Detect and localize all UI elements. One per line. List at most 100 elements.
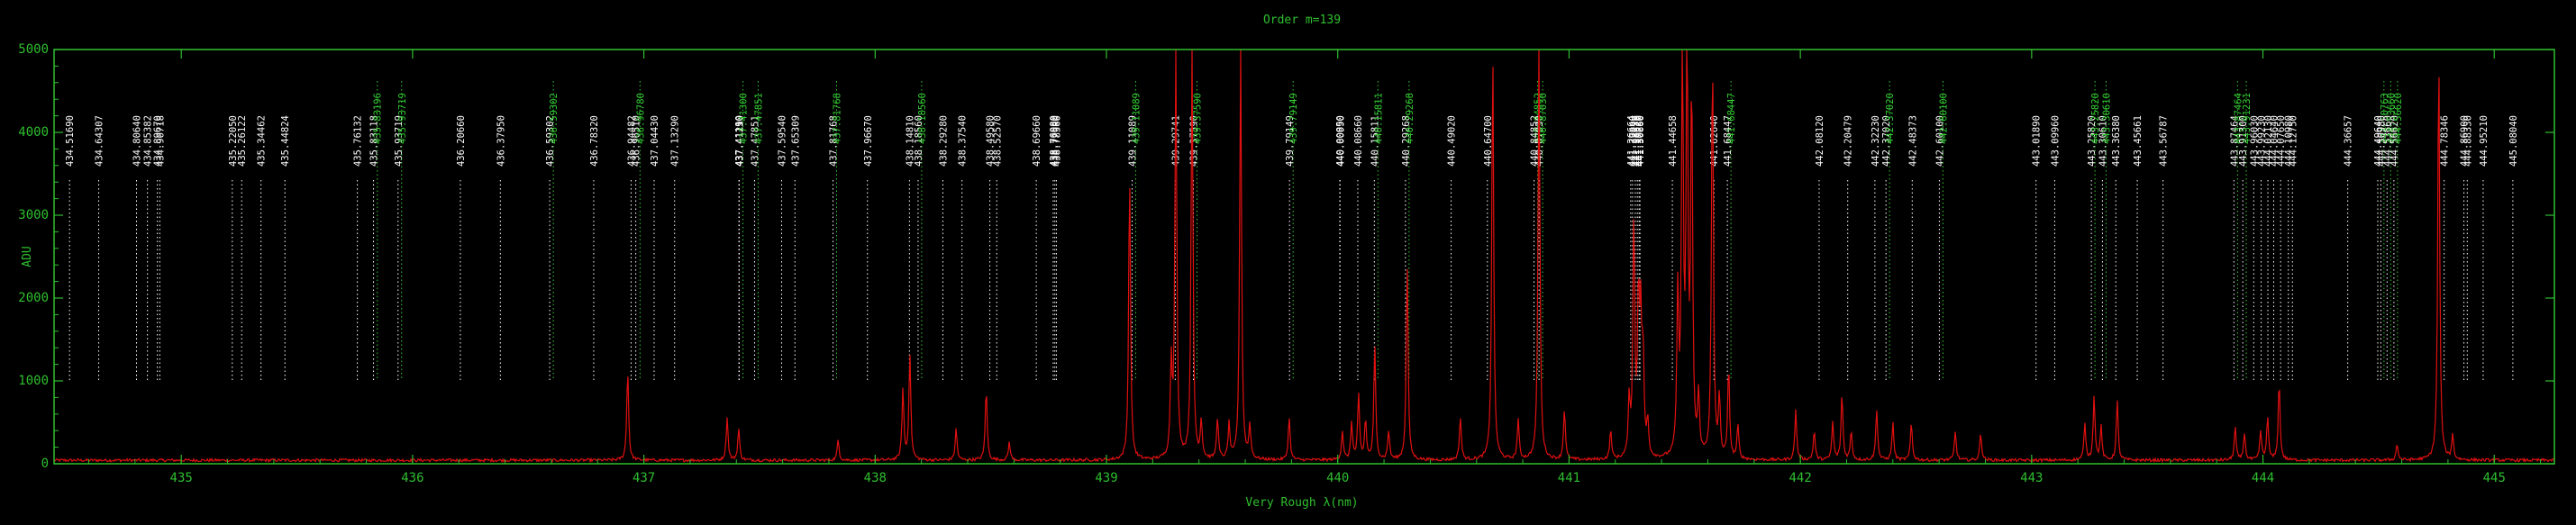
line-id-label: 444.50980 bbox=[2376, 115, 2387, 167]
line-id-label: 438.49580 bbox=[986, 115, 997, 167]
line-id-label: 444.04640 bbox=[2269, 115, 2280, 167]
line-id-label: 440.87030 bbox=[1538, 93, 1549, 144]
line-id-label: 440.29268 bbox=[1405, 93, 1415, 144]
line-id-label: 443.30610 bbox=[2101, 93, 2112, 144]
line-id-label: 435.93719 bbox=[394, 115, 405, 167]
line-id-label: 440.15811 bbox=[1373, 93, 1384, 144]
x-tick-label: 440 bbox=[1326, 471, 1349, 485]
line-id-label: 436.94482 bbox=[626, 115, 637, 167]
x-tick-label: 438 bbox=[864, 471, 887, 485]
line-id-label: 437.65309 bbox=[790, 115, 801, 167]
line-id-label: 440.64700 bbox=[1483, 115, 1494, 167]
y-tick-label: 5000 bbox=[18, 42, 49, 57]
line-id-label: 444.36657 bbox=[2344, 115, 2354, 167]
line-id-label: 441.68447 bbox=[1726, 93, 1737, 144]
line-id-label: 437.81768 bbox=[833, 93, 843, 144]
line-id-label: 436.59302 bbox=[549, 93, 560, 144]
line-id-label: 437.96670 bbox=[863, 115, 874, 167]
line-id-label: 436.59302 bbox=[545, 115, 556, 167]
line-id-label: 439.11089 bbox=[1131, 93, 1142, 144]
line-id-label: 434.51690 bbox=[65, 115, 76, 167]
line-id-label: 444.53660 bbox=[2382, 115, 2393, 167]
line-id-label: 438.18560 bbox=[914, 115, 924, 167]
line-id-label: 438.76980 bbox=[1049, 115, 1060, 167]
line-id-markers: 434.51690 434.64307 434.80640 434.85382 434.… bbox=[65, 81, 2519, 381]
line-id-label: 434.89670 bbox=[153, 115, 164, 167]
line-id-label: 441.27440 bbox=[1628, 115, 1639, 167]
line-id-label: 438.37540 bbox=[958, 115, 969, 167]
line-id-label: 442.37020 bbox=[1881, 115, 1892, 167]
y-tick-label: 3000 bbox=[18, 208, 49, 222]
x-axis-label: Very Rough λ(nm) bbox=[1245, 496, 1358, 510]
line-id-label: 442.60100 bbox=[1934, 115, 1945, 167]
line-id-label: 444.12750 bbox=[2288, 115, 2298, 167]
line-id-label: 436.20660 bbox=[456, 115, 467, 167]
line-id-label: 437.81768 bbox=[829, 115, 840, 167]
line-id-label: 443.36380 bbox=[2111, 115, 2122, 167]
x-tick-label: 439 bbox=[1095, 471, 1117, 485]
line-id-label: 443.25820 bbox=[2090, 93, 2101, 144]
line-id-label: 442.48373 bbox=[1907, 115, 1918, 167]
line-id-label: 444.10980 bbox=[2284, 115, 2295, 167]
line-id-label: 442.60100 bbox=[1938, 93, 1949, 144]
line-id-label: 444.02130 bbox=[2263, 115, 2274, 167]
line-id-label: 444.07650 bbox=[2276, 115, 2287, 167]
line-id-label: 438.69660 bbox=[1032, 115, 1042, 167]
line-id-label: 441.28630 bbox=[1631, 115, 1642, 167]
line-id-label: 443.87464 bbox=[2229, 115, 2240, 167]
line-id-label: 436.37950 bbox=[496, 115, 506, 167]
line-id-label: 436.96780 bbox=[635, 93, 646, 144]
line-id-label: 444.88330 bbox=[2462, 115, 2473, 167]
line-id-label: 443.91300 bbox=[2238, 115, 2249, 167]
line-id-label: 443.25820 bbox=[2087, 115, 2098, 167]
line-id-label: 435.34462 bbox=[257, 115, 268, 167]
x-axis: 435 436 437 438 439 440 441 442 443 444 445 bbox=[88, 50, 2542, 485]
line-id-label: 438.18560 bbox=[917, 93, 928, 144]
line-id-label: 443.56787 bbox=[2159, 115, 2170, 167]
line-id-label: 444.50763 bbox=[2380, 93, 2390, 144]
line-id-label: 444.56620 bbox=[2389, 115, 2400, 167]
y-axis: 0 1000 2000 3000 4000 5000 bbox=[18, 42, 2554, 471]
line-id-label: 443.99230 bbox=[2257, 115, 2268, 167]
line-id-label: 434.80640 bbox=[132, 115, 142, 167]
line-id-label: 440.49020 bbox=[1447, 115, 1458, 167]
line-id-label: 435.44824 bbox=[280, 115, 291, 167]
line-id-label: 444.78346 bbox=[2440, 115, 2451, 167]
line-id-label: 443.45661 bbox=[2133, 115, 2144, 167]
line-id-label: 437.47851 bbox=[750, 115, 760, 167]
line-id-label: 443.30610 bbox=[2098, 115, 2108, 167]
line-id-label: 440.84852 bbox=[1530, 115, 1541, 167]
line-id-label: 436.96510 bbox=[632, 115, 642, 167]
line-id-label: 439.79149 bbox=[1288, 93, 1299, 144]
line-id-label: 440.00990 bbox=[1335, 115, 1346, 167]
line-id-label: 441.30280 bbox=[1634, 115, 1645, 167]
line-id-label: 437.41250 bbox=[734, 115, 745, 167]
line-id-label: 435.93719 bbox=[397, 93, 408, 144]
y-tick-label: 1000 bbox=[18, 374, 49, 388]
line-id-label: 438.14810 bbox=[905, 115, 915, 167]
line-id-label: 443.09960 bbox=[2050, 115, 2061, 167]
line-id-label: 442.32230 bbox=[1871, 115, 1881, 167]
line-id-label: 444.49640 bbox=[2373, 115, 2384, 167]
line-id-label: 438.77690 bbox=[1051, 115, 1061, 167]
line-id-label: 444.56620 bbox=[2393, 93, 2404, 144]
y-tick-label: 2000 bbox=[18, 291, 49, 305]
line-id-label: 441.68447 bbox=[1723, 115, 1734, 167]
x-tick-label: 444 bbox=[2252, 471, 2274, 485]
line-id-label: 434.64307 bbox=[95, 115, 105, 167]
x-tick-label: 435 bbox=[170, 471, 193, 485]
line-id-label: 442.20479 bbox=[1843, 115, 1854, 167]
spectrum-series bbox=[53, 49, 2555, 464]
line-id-label: 437.41110 bbox=[734, 115, 745, 167]
line-id-label: 441.30660 bbox=[1635, 115, 1646, 167]
line-id-label: 437.41300 bbox=[739, 93, 750, 144]
line-id-label: 444.95210 bbox=[2479, 115, 2490, 167]
line-id-label: 437.04430 bbox=[650, 115, 660, 167]
line-id-label: 435.83196 bbox=[373, 93, 384, 144]
line-id-label: 441.44658 bbox=[1668, 115, 1679, 167]
line-id-label: 437.47851 bbox=[753, 93, 764, 144]
line-id-label: 441.62640 bbox=[1709, 115, 1720, 167]
line-id-label: 438.52570 bbox=[992, 115, 1003, 167]
line-id-label: 442.37020 bbox=[1885, 93, 1896, 144]
